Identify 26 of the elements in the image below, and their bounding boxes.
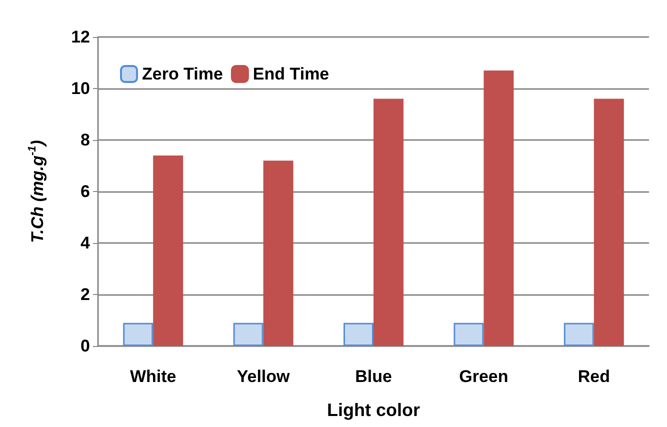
bar: [374, 98, 404, 346]
bar: [594, 98, 624, 346]
bar: [153, 155, 184, 346]
y-tick-label: 8: [80, 130, 90, 150]
legend-label: End Time: [252, 64, 330, 84]
x-tick-label: Red: [578, 367, 610, 386]
y-tick-label: 10: [71, 79, 90, 98]
bar: [454, 322, 484, 346]
y-tick-label: 0: [80, 336, 90, 356]
bar: [484, 70, 514, 346]
bar: [564, 322, 594, 346]
y-tick-label: 2: [80, 285, 90, 304]
y-tick-label: 4: [80, 234, 91, 252]
y-axis-title: T.Ch (mg.g-1): [26, 140, 47, 243]
legend-label: Zero Time: [142, 64, 223, 84]
x-axis-title: Light color: [327, 400, 420, 420]
bar: [233, 322, 264, 346]
x-tick-label: Green: [459, 367, 508, 386]
x-tick-label: White: [130, 367, 176, 386]
y-tick-label: 12: [71, 28, 90, 46]
bar: [263, 160, 294, 346]
bar: [344, 322, 374, 346]
bar: [123, 322, 154, 346]
x-tick-label: Yellow: [236, 367, 291, 386]
y-tick-label: 6: [80, 182, 90, 201]
x-tick-label: Blue: [355, 367, 392, 386]
